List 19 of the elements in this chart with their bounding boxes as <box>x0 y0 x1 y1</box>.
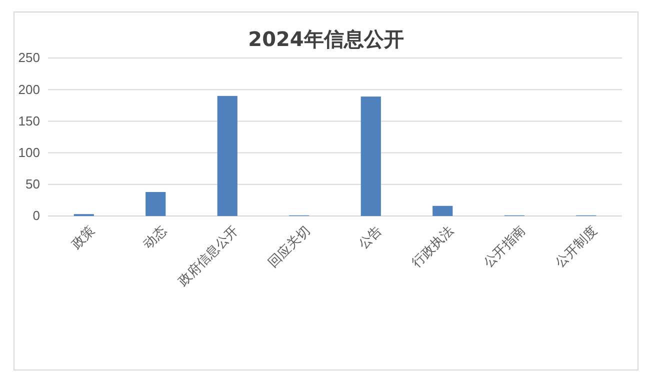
x-tick-label: 动态 <box>140 222 170 252</box>
y-tick-label: 50 <box>26 176 40 192</box>
y-tick-label: 250 <box>18 50 40 66</box>
x-tick-label: 公开指南 <box>480 222 528 270</box>
bar <box>432 206 453 216</box>
y-tick-label: 0 <box>32 208 40 224</box>
x-tick-label: 政策 <box>68 222 98 252</box>
y-tick-label: 150 <box>18 113 40 128</box>
x-tick-label: 政府信息公开 <box>175 222 241 289</box>
x-tick-label: 行政执法 <box>408 222 456 270</box>
y-tick-label: 200 <box>18 82 40 97</box>
bar <box>360 96 381 216</box>
bar <box>217 96 238 216</box>
x-tick-label: 公告 <box>355 222 384 252</box>
chart-title: 2024年信息公开 <box>248 27 404 51</box>
x-tick-label: 公开制度 <box>552 222 600 270</box>
bar <box>146 192 166 216</box>
y-tick-label: 100 <box>18 144 40 160</box>
x-tick-label: 回应关切 <box>265 222 313 270</box>
